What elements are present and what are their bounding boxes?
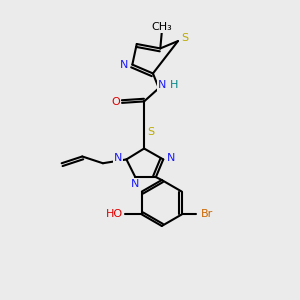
Text: N: N bbox=[114, 153, 122, 163]
Text: HO: HO bbox=[106, 209, 123, 220]
Text: CH₃: CH₃ bbox=[152, 22, 172, 32]
Text: H: H bbox=[170, 80, 178, 90]
Text: N: N bbox=[120, 60, 128, 70]
Text: N: N bbox=[158, 80, 166, 90]
Text: N: N bbox=[131, 179, 140, 189]
Text: O: O bbox=[112, 97, 121, 107]
Text: S: S bbox=[181, 33, 188, 43]
Text: Br: Br bbox=[201, 209, 213, 220]
Text: N: N bbox=[167, 153, 176, 163]
Text: S: S bbox=[147, 127, 154, 137]
